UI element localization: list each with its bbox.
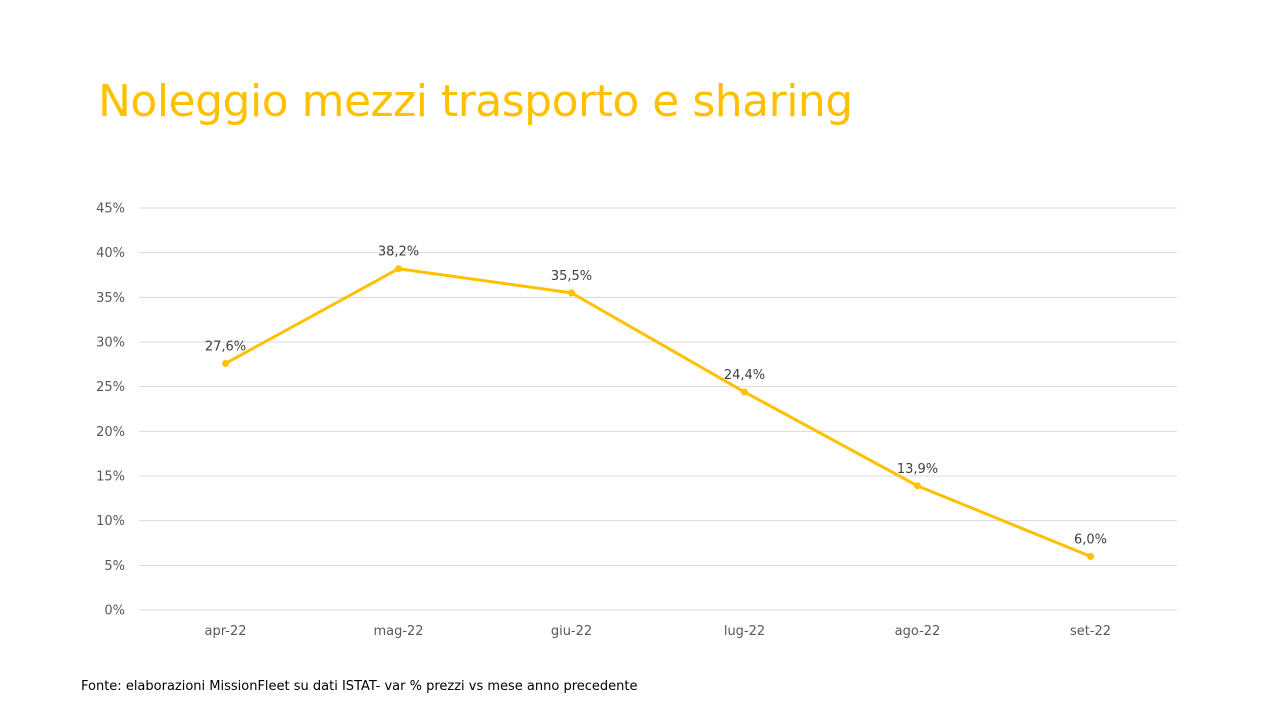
data-label: 35,5% (551, 269, 592, 284)
series-line (224, 267, 1092, 558)
gridlines (139, 207, 1177, 611)
y-tick-label: 10% (96, 514, 125, 529)
x-tick-label: mag-22 (373, 624, 423, 639)
x-axis-tick-labels: apr-22 mag-22 giu-22 lug-22 ago-22 set-22 (205, 624, 1112, 639)
data-point (914, 482, 921, 490)
data-label: 38,2% (378, 245, 419, 260)
y-tick-label: 20% (96, 425, 125, 440)
y-tick-label: 40% (96, 246, 125, 261)
data-point (395, 265, 402, 273)
y-tick-label: 25% (96, 380, 125, 395)
x-tick-label: set-22 (1070, 624, 1111, 639)
y-tick-label: 5% (104, 559, 125, 574)
y-tick-label: 0% (104, 604, 125, 619)
x-tick-label: ago-22 (895, 624, 941, 639)
y-tick-label: 15% (96, 470, 125, 485)
data-point (741, 388, 748, 396)
series-line (224, 267, 1092, 558)
data-point (222, 359, 229, 367)
data-label: 13,9% (897, 462, 938, 477)
data-point (568, 289, 575, 297)
x-tick-label: giu-22 (551, 624, 592, 639)
data-labels: 27,6% 38,2% 35,5% 24,4% 13,9% 6,0% (205, 245, 1107, 548)
slide-title: Noleggio mezzi trasporto e sharing (98, 76, 853, 127)
data-label: 27,6% (205, 339, 246, 354)
source-note: Fonte: elaborazioni MissionFleet su dati… (81, 679, 638, 694)
x-tick-label: lug-22 (724, 624, 765, 639)
data-label: 24,4% (724, 368, 765, 383)
data-point (1087, 552, 1094, 560)
y-tick-label: 45% (96, 202, 125, 217)
series-markers (222, 265, 1094, 560)
data-label: 6,0% (1074, 532, 1107, 547)
y-axis-tick-labels: 0% 5% 10% 15% 20% 25% 30% 35% 40% 45% (96, 202, 125, 619)
x-tick-label: apr-22 (205, 624, 247, 639)
y-tick-label: 30% (96, 336, 125, 351)
y-tick-label: 35% (96, 291, 125, 306)
